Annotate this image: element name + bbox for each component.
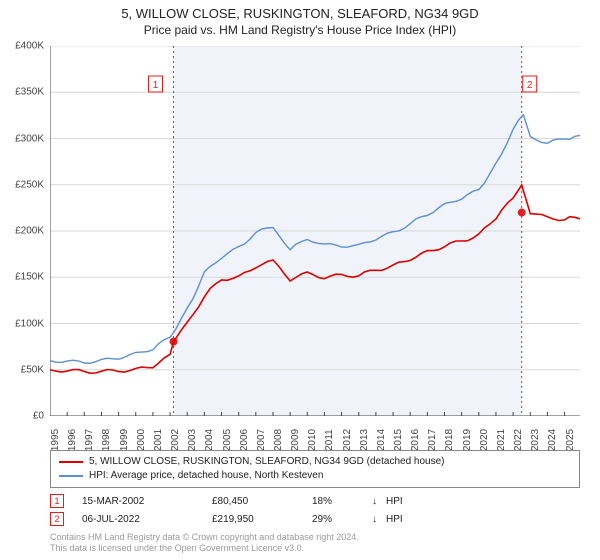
x-tick-label: 2002 [170,429,181,451]
footer-line1: Contains HM Land Registry data © Crown c… [50,532,580,543]
x-tick-label: 2008 [273,429,284,451]
x-tick-label: 2022 [513,429,524,451]
legend-label: 5, WILLOW CLOSE, RUSKINGTON, SLEAFORD, N… [89,455,445,469]
x-tick-label: 2007 [256,429,267,451]
transaction-hpi-label: HPI [386,496,403,507]
y-tick-label: £250K [15,179,44,190]
x-tick-label: 2000 [136,429,147,451]
transaction-row: 2 06-JUL-2022£219,95029%↓HPI [50,510,580,528]
x-tick-label: 2023 [530,429,541,451]
x-tick-label: 2020 [479,429,490,451]
y-tick-label: £50K [21,364,44,375]
footer-line2: This data is licensed under the Open Gov… [50,543,580,554]
x-tick-label: 2003 [187,429,198,451]
svg-text:2: 2 [527,80,533,91]
transaction-marker: 1 [50,494,64,508]
x-tick-label: 1996 [67,429,78,451]
y-axis: £0£50K£100K£150K£200K£250K£300K£350K£400… [0,46,48,416]
x-tick-label: 1995 [50,429,61,451]
transaction-pct: 29% [312,514,372,525]
transaction-hpi-label: HPI [386,514,403,525]
legend-swatch [59,461,83,463]
transactions-table: 1 15-MAR-2002£80,45018%↓HPI 2 06-JUL-2022£2… [50,492,580,528]
legend-swatch [59,475,83,477]
legend: 5, WILLOW CLOSE, RUSKINGTON, SLEAFORD, N… [50,450,580,488]
x-tick-label: 2010 [307,429,318,451]
x-tick-label: 2015 [393,429,404,451]
legend-item: 5, WILLOW CLOSE, RUSKINGTON, SLEAFORD, N… [59,455,571,469]
down-arrow-icon: ↓ [372,514,386,525]
x-tick-label: 2019 [462,429,473,451]
y-tick-label: £350K [15,87,44,98]
x-tick-label: 2004 [204,429,215,451]
chart-container: 5, WILLOW CLOSE, RUSKINGTON, SLEAFORD, N… [0,0,600,560]
x-tick-label: 2011 [324,429,335,451]
transaction-price: £219,950 [212,514,312,525]
x-tick-label: 2017 [427,429,438,451]
y-tick-label: £400K [15,41,44,52]
chart-plot-area: 12 [50,46,580,416]
transaction-price: £80,450 [212,496,312,507]
x-axis: 1995 1996 1997 1998 1999 2000 2001 2002 2003 2004… [50,418,580,448]
transaction-date: 06-JUL-2022 [82,514,212,525]
x-tick-label: 1998 [101,429,112,451]
transaction-marker: 2 [50,512,64,526]
legend-item: HPI: Average price, detached house, Nort… [59,469,571,483]
transaction-row: 1 15-MAR-2002£80,45018%↓HPI [50,492,580,510]
footer-attribution: Contains HM Land Registry data © Crown c… [50,532,580,554]
chart-title-subtitle: Price paid vs. HM Land Registry's House … [0,23,600,37]
x-tick-label: 2001 [153,429,164,451]
x-tick-label: 1999 [119,429,130,451]
transaction-date: 15-MAR-2002 [82,496,212,507]
x-tick-label: 2009 [290,429,301,451]
x-tick-label: 2006 [239,429,250,451]
title-block: 5, WILLOW CLOSE, RUSKINGTON, SLEAFORD, N… [0,0,600,37]
y-tick-label: £100K [15,318,44,329]
down-arrow-icon: ↓ [372,496,386,507]
chart-title-address: 5, WILLOW CLOSE, RUSKINGTON, SLEAFORD, N… [0,6,600,21]
svg-text:1: 1 [153,80,159,91]
y-tick-label: £0 [33,411,44,422]
x-tick-label: 2014 [376,429,387,451]
x-tick-label: 2018 [444,429,455,451]
x-tick-label: 2021 [496,429,507,451]
x-tick-label: 1997 [84,429,95,451]
y-tick-label: £300K [15,133,44,144]
x-tick-label: 2024 [547,429,558,451]
y-tick-label: £150K [15,272,44,283]
x-tick-label: 2025 [565,429,576,451]
x-tick-label: 2013 [359,429,370,451]
x-tick-label: 2012 [342,429,353,451]
legend-label: HPI: Average price, detached house, Nort… [89,469,323,483]
x-tick-label: 2005 [222,429,233,451]
x-tick-label: 2016 [410,429,421,451]
y-tick-label: £200K [15,226,44,237]
transaction-pct: 18% [312,496,372,507]
chart-svg: 12 [50,46,580,416]
